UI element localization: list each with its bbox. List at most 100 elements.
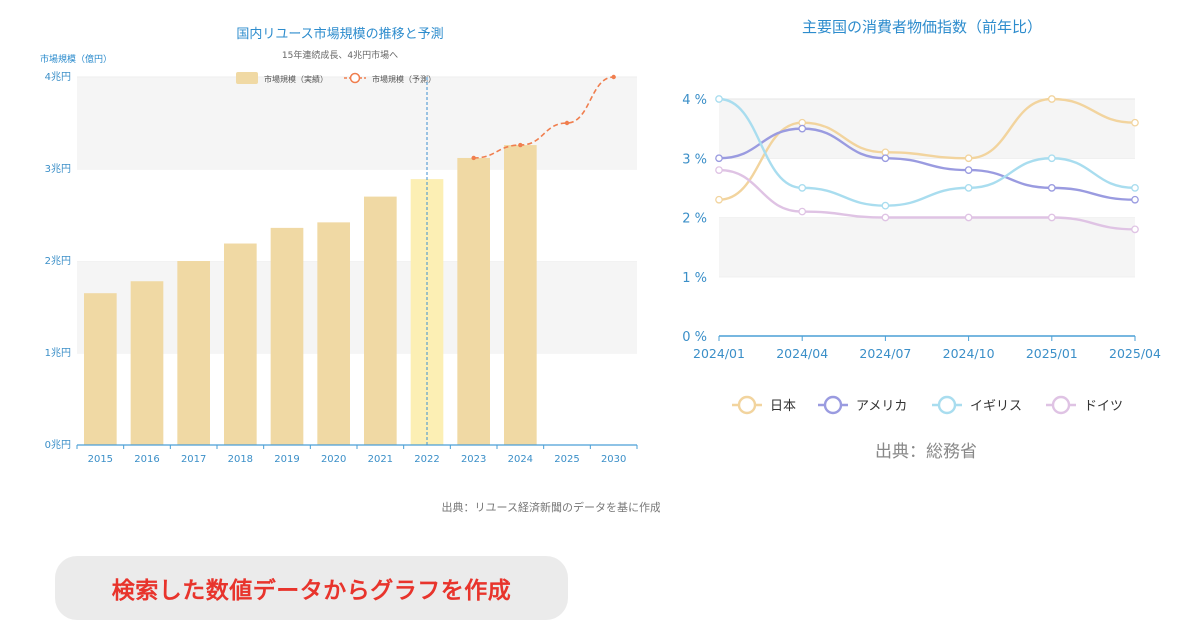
- x-tick-label: 2018: [228, 454, 253, 465]
- series-line-3: [718, 168, 1136, 231]
- y-axis-label: 市場規模（億円）: [40, 53, 112, 65]
- legend-label-actual: 市場規模（実績）: [264, 74, 328, 84]
- data-point: [881, 213, 890, 222]
- data-point: [1131, 225, 1139, 234]
- y-tick-label: 2兆円: [45, 255, 71, 267]
- bar-2017: [177, 261, 210, 445]
- bar-2015: [84, 293, 117, 445]
- data-point: [1047, 184, 1056, 192]
- y-tick-label: 1 %: [682, 271, 707, 286]
- grid-band: [77, 353, 637, 445]
- legend-marker: [823, 395, 843, 415]
- x-tick-label: 2024/01: [693, 346, 745, 361]
- data-point: [1047, 95, 1056, 103]
- source-note: 出典：リユース経済新聞のデータを基に作成: [442, 500, 660, 514]
- forecast-point: [518, 142, 523, 148]
- source-note: 出典：総務省: [875, 442, 977, 462]
- data-point: [1131, 118, 1139, 127]
- data-point: [964, 154, 973, 163]
- bar-2018: [224, 243, 257, 445]
- x-tick-label: 2024/04: [776, 346, 828, 361]
- series-line-2: [718, 97, 1136, 207]
- x-tick-label: 2015: [88, 454, 113, 465]
- legend-label: ドイツ: [1084, 399, 1123, 414]
- data-point: [1131, 195, 1139, 204]
- bar-2021: [364, 196, 397, 445]
- x-tick-label: 2024/10: [943, 346, 995, 361]
- x-tick-label: 2017: [181, 454, 206, 465]
- forecast-point: [564, 120, 570, 126]
- x-tick-label: 2021: [368, 454, 393, 465]
- callout-text: 検索した数値データからグラフを作成: [111, 578, 512, 604]
- callout-bubble: 検索した数値データからグラフを作成: [55, 556, 568, 620]
- cpi-chart: 主要国の消費者物価指数（前年比） 0 % 1 % 2 % 3 % 4 % 2024/01…: [682, 18, 1161, 462]
- bar-2024: [504, 145, 537, 445]
- legend-label: イギリス: [970, 399, 1022, 414]
- forecast-point: [471, 155, 476, 161]
- x-tick-label: 2024: [508, 454, 533, 465]
- data-point: [964, 166, 973, 174]
- x-tick-label: 2025/04: [1109, 346, 1161, 361]
- legend-swatch-actual: [236, 72, 258, 84]
- grid-band: [77, 169, 637, 261]
- data-point: [715, 154, 723, 163]
- y-tick-label: 3 %: [682, 152, 707, 167]
- x-tick-label: 2019: [274, 454, 299, 465]
- data-point: [881, 201, 890, 210]
- legend-marker: [737, 395, 757, 415]
- legend-label: アメリカ: [856, 399, 907, 414]
- chart-title: 国内リユース市場規模の推移と予測: [236, 26, 443, 42]
- data-point: [964, 213, 973, 222]
- grid-band: [719, 217, 1135, 277]
- data-point: [1047, 154, 1056, 163]
- market-size-chart: 国内リユース市場規模の推移と予測 15年連続成長、4兆円市場へ 市場規模（億円）…: [40, 26, 660, 514]
- legend-marker: [937, 395, 957, 415]
- y-tick-label: 1兆円: [45, 347, 71, 359]
- grid-bands: [719, 98, 1135, 336]
- grid-band: [77, 261, 637, 353]
- forecast-point: [611, 74, 616, 80]
- data-point: [881, 154, 890, 163]
- y-tick-label: 0兆円: [45, 439, 71, 451]
- legend: 市場規模（実績） 市場規模（予測）: [236, 72, 436, 84]
- data-point: [798, 124, 807, 133]
- legend-label-forecast: 市場規模（予測）: [372, 74, 436, 84]
- data-point: [964, 184, 973, 192]
- data-point: [715, 195, 723, 204]
- x-tick-label: 2022: [414, 454, 439, 465]
- x-tick-label: 2020: [321, 454, 346, 465]
- data-point: [798, 184, 807, 192]
- bar-2020: [317, 222, 350, 445]
- y-tick-label: 0 %: [682, 330, 707, 345]
- y-tick-label: 2 %: [682, 212, 707, 227]
- x-tick-label: 2016: [134, 454, 159, 465]
- y-tick-label: 4 %: [682, 93, 707, 108]
- x-tick-label: 2025: [554, 454, 579, 465]
- legend-marker-forecast: [349, 72, 361, 84]
- data-point: [798, 207, 807, 216]
- y-tick-label: 3兆円: [45, 163, 71, 175]
- grid-band: [719, 276, 1135, 336]
- grid-band: [719, 99, 1135, 159]
- bar-2016: [130, 281, 164, 445]
- y-tick-label: 4兆円: [45, 71, 71, 83]
- grid-bands: [77, 76, 637, 445]
- bar-2023: [457, 157, 490, 445]
- legend: 日本 アメリカ イギリス ドイツ: [732, 395, 1123, 415]
- forecast-line: [473, 76, 614, 159]
- grid-band: [77, 77, 637, 169]
- x-tick-label: 2024/07: [859, 346, 911, 361]
- x-tick-label: 2025/01: [1026, 346, 1078, 361]
- data-point: [715, 166, 723, 174]
- data-point: [715, 95, 723, 103]
- grid-band: [719, 158, 1135, 218]
- chart-subtitle: 15年連続成長、4兆円市場へ: [282, 49, 398, 61]
- series-line-1: [718, 127, 1136, 201]
- x-tick-label: 2030: [601, 454, 626, 465]
- data-point: [1047, 213, 1056, 222]
- chart-title: 主要国の消費者物価指数（前年比）: [802, 18, 1042, 36]
- legend-marker: [1051, 395, 1071, 415]
- bar-2019: [270, 227, 304, 445]
- legend-label: 日本: [770, 399, 796, 414]
- x-tick-label: 2023: [461, 454, 486, 465]
